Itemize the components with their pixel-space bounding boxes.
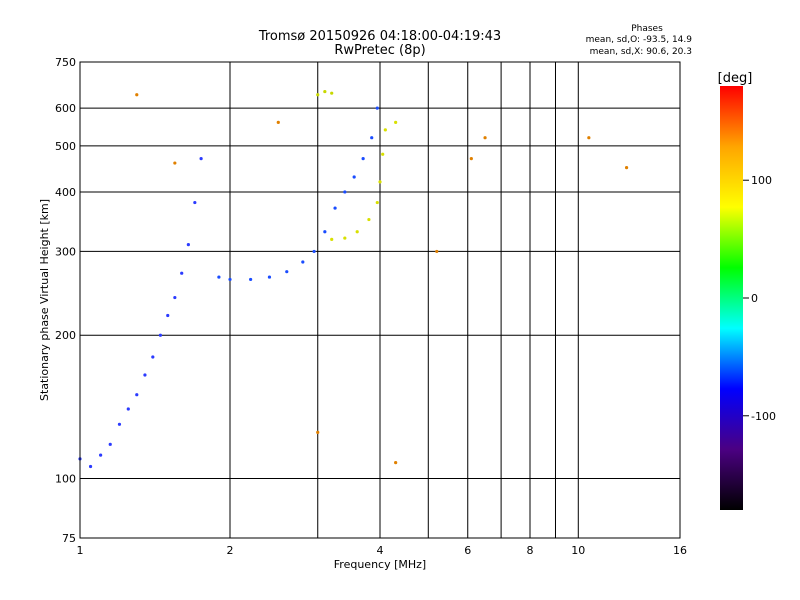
data-point xyxy=(285,270,289,274)
y-tick-label: 750 xyxy=(55,56,76,69)
data-point xyxy=(180,271,184,275)
colorbar-tick-label: 0 xyxy=(751,292,758,305)
data-point xyxy=(343,236,347,240)
x-tick-label: 1 xyxy=(77,544,84,557)
data-point xyxy=(370,136,374,140)
data-point xyxy=(330,237,334,241)
stats-x-mode: mean, sd,X: 90.6, 20.3 xyxy=(590,47,692,57)
y-axis-label: Stationary phase Virtual Height [km] xyxy=(38,199,51,401)
x-axis-label: Frequency [MHz] xyxy=(334,558,426,571)
data-point xyxy=(375,106,379,110)
data-point xyxy=(143,373,147,377)
y-tick-label: 500 xyxy=(55,140,76,153)
data-point xyxy=(316,430,320,434)
data-point xyxy=(193,200,197,205)
y-tick-label: 400 xyxy=(55,186,76,199)
x-tick-labels: 1 2 4 6 8 10 16 xyxy=(77,544,688,557)
data-point xyxy=(355,230,359,234)
data-point xyxy=(199,157,203,161)
x-tick-label: 4 xyxy=(377,544,384,557)
data-point xyxy=(158,333,163,337)
data-point xyxy=(367,217,371,222)
chart-subtitle: RwPretec (8p) xyxy=(334,43,425,58)
y-tick-label: 300 xyxy=(55,245,76,258)
y-tick-label: 75 xyxy=(62,532,76,545)
colorbar-tick-label: 100 xyxy=(751,174,772,187)
data-point xyxy=(587,136,591,140)
data-point xyxy=(186,243,190,247)
stats-o-mode: mean, sd,O: -93.5, 14.9 xyxy=(586,35,693,45)
phase-colorbar xyxy=(720,86,743,510)
data-point xyxy=(135,393,139,397)
data-point xyxy=(228,277,232,282)
x-tick-label: 16 xyxy=(673,544,687,557)
data-point xyxy=(312,249,316,254)
data-point xyxy=(173,295,177,300)
colorbar-tick-label: -100 xyxy=(751,410,776,423)
x-tick-label: 6 xyxy=(464,544,471,557)
data-point xyxy=(361,157,365,161)
data-point xyxy=(276,120,280,124)
y-tick-label: 600 xyxy=(55,102,76,115)
data-point xyxy=(117,422,122,426)
data-point xyxy=(394,120,398,124)
data-point xyxy=(166,313,170,318)
data-point xyxy=(126,407,130,411)
data-point xyxy=(301,260,305,264)
data-point xyxy=(394,461,398,465)
x-tick-label: 10 xyxy=(571,544,585,557)
colorbar-label: [deg] xyxy=(718,71,753,86)
y-tick-label: 100 xyxy=(55,473,76,486)
data-point xyxy=(330,91,334,95)
data-point xyxy=(381,152,385,156)
data-point xyxy=(151,355,155,359)
data-point xyxy=(469,157,473,161)
data-points xyxy=(78,89,629,469)
data-point xyxy=(217,275,221,279)
data-point xyxy=(135,93,139,97)
x-tick-label: 8 xyxy=(527,544,534,557)
data-point xyxy=(88,464,93,469)
data-point xyxy=(249,277,253,282)
y-tick-label: 200 xyxy=(55,329,76,342)
grid-layer xyxy=(80,62,680,538)
x-tick-label: 2 xyxy=(227,544,234,557)
data-point xyxy=(333,206,337,210)
data-point xyxy=(435,249,439,254)
plot-frame xyxy=(79,61,681,539)
data-point xyxy=(316,93,320,97)
colorbar-ticks: 100 0 -100 xyxy=(743,174,776,423)
data-point xyxy=(323,230,327,234)
y-tick-labels: 75 100 200 300 400 500 600 750 xyxy=(55,56,76,545)
data-point xyxy=(352,175,356,179)
chart-title: Tromsø 20150926 04:18:00-04:19:43 xyxy=(258,29,501,44)
data-point xyxy=(383,128,387,132)
data-point xyxy=(343,190,347,194)
data-point xyxy=(483,136,487,140)
data-point xyxy=(108,442,112,446)
data-point xyxy=(323,89,327,94)
stats-heading: Phases xyxy=(631,24,663,34)
data-point xyxy=(267,275,272,279)
data-point xyxy=(99,453,103,457)
data-point xyxy=(378,180,382,184)
data-point xyxy=(173,161,177,165)
data-point xyxy=(624,166,629,170)
data-point xyxy=(375,200,379,205)
